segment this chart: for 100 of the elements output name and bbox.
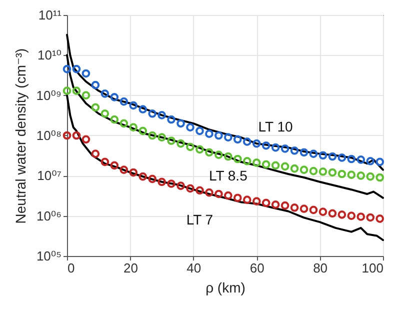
point	[356, 212, 366, 221]
point	[176, 119, 185, 128]
point	[72, 86, 81, 95]
point	[167, 136, 176, 145]
point	[205, 130, 214, 138]
point	[100, 109, 110, 118]
point	[242, 196, 252, 204]
point	[176, 139, 185, 148]
point	[347, 212, 356, 220]
point	[100, 90, 110, 98]
point	[196, 186, 204, 195]
point	[328, 168, 337, 177]
point	[91, 103, 100, 112]
point	[186, 123, 194, 132]
point	[271, 200, 280, 209]
point	[224, 152, 232, 161]
point	[120, 97, 128, 106]
point	[158, 111, 166, 120]
point	[338, 210, 346, 219]
point	[280, 201, 290, 210]
point	[91, 80, 100, 90]
x-tick-label: 80	[313, 260, 328, 276]
point	[82, 69, 90, 78]
x-tick-label: 40	[186, 260, 202, 276]
y-tick-label: 10⁰⁷	[37, 168, 62, 184]
point	[300, 148, 308, 157]
point	[82, 91, 90, 100]
point	[186, 184, 194, 193]
point	[120, 119, 128, 128]
point	[366, 172, 375, 181]
x-axis-title: ρ (km)	[206, 280, 246, 296]
y-tick-label: 10¹¹	[38, 8, 62, 22]
point	[82, 135, 90, 144]
point	[280, 144, 290, 153]
point	[62, 64, 72, 74]
point	[138, 105, 147, 114]
point	[100, 158, 110, 166]
point	[214, 190, 223, 198]
y-tick-label: 10⁰⁹	[36, 88, 62, 103]
point	[167, 115, 176, 124]
point	[280, 162, 290, 171]
point	[91, 150, 100, 158]
point	[148, 109, 156, 118]
point	[242, 138, 252, 146]
point	[309, 150, 318, 158]
y-tick-label: 10⁰⁶	[36, 208, 62, 224]
x-tick-label: 60	[250, 260, 264, 276]
point	[300, 166, 308, 174]
point	[318, 151, 328, 160]
point	[376, 173, 384, 182]
point	[233, 194, 242, 202]
point	[347, 170, 356, 179]
point	[224, 191, 232, 200]
point	[338, 170, 346, 178]
point	[62, 86, 72, 95]
y-axis-title: Neutral water density (cm⁻³)	[12, 48, 28, 224]
point	[214, 131, 223, 140]
point	[271, 161, 280, 170]
x-tick-label: 100	[362, 260, 384, 276]
point	[356, 156, 366, 164]
point	[196, 145, 204, 154]
point	[338, 154, 346, 162]
point	[138, 126, 147, 136]
point	[72, 64, 81, 74]
y-tick-label: 10⁰⁸	[36, 128, 62, 143]
point	[110, 93, 119, 102]
point	[214, 150, 223, 159]
point	[233, 135, 242, 144]
point	[376, 214, 384, 223]
line-series	[66, 94, 384, 242]
point	[138, 172, 147, 181]
point	[110, 115, 119, 124]
point	[309, 166, 318, 176]
point	[318, 167, 328, 176]
point	[262, 160, 270, 169]
x-tick-label: 20	[123, 260, 138, 276]
point	[186, 142, 194, 152]
point	[148, 131, 156, 140]
point	[262, 141, 270, 150]
point	[252, 158, 261, 167]
point	[224, 133, 232, 142]
y-tick-label: 10¹⁰	[37, 48, 62, 63]
point	[318, 208, 328, 216]
point	[376, 158, 384, 166]
point	[129, 123, 138, 132]
point	[148, 174, 156, 184]
series-label: LT 10	[258, 118, 294, 135]
y-tick-label: 10⁰⁵	[36, 248, 62, 264]
point	[158, 133, 166, 142]
point	[328, 209, 337, 218]
point	[252, 197, 261, 206]
point	[366, 213, 375, 222]
point	[176, 182, 185, 190]
point	[356, 172, 366, 180]
point	[62, 131, 72, 140]
point	[120, 166, 128, 174]
point	[347, 154, 356, 164]
point	[290, 146, 299, 155]
point	[158, 178, 166, 186]
point	[110, 161, 119, 170]
